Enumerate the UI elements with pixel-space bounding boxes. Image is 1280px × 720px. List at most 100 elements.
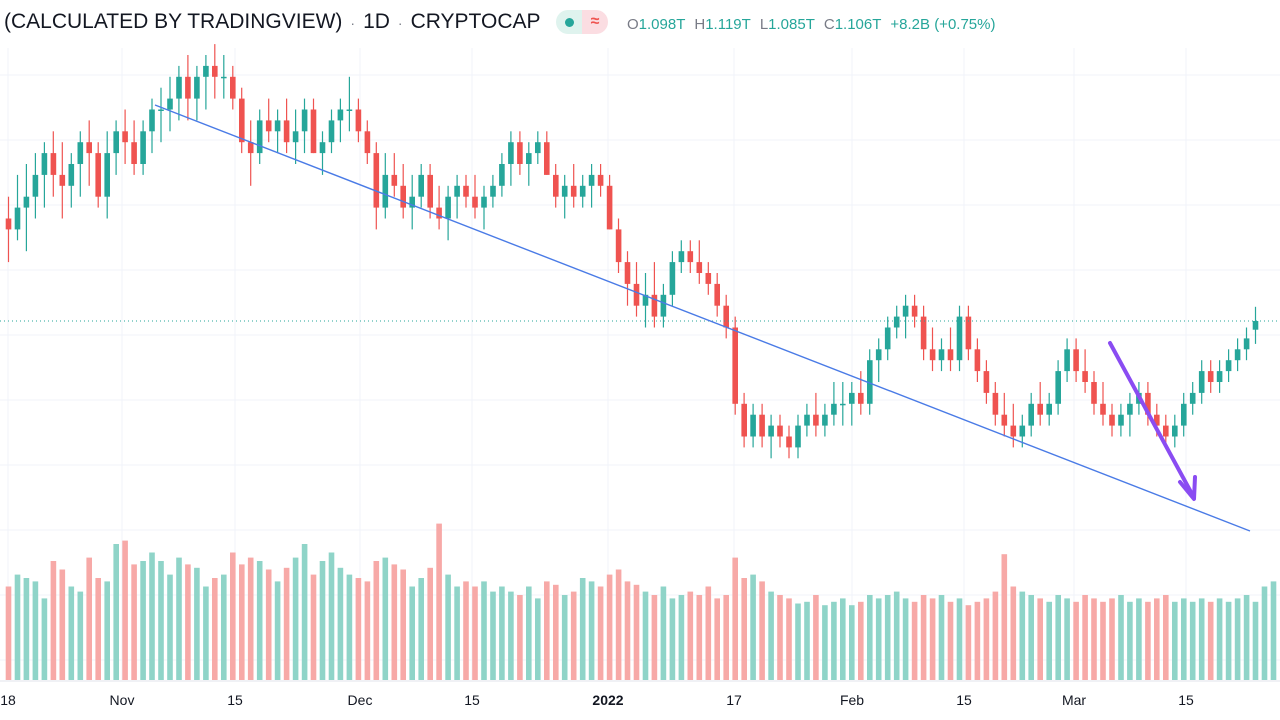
volume-bar — [723, 595, 729, 680]
x-tick-label: Mar — [1062, 692, 1086, 708]
candle-body — [158, 109, 164, 111]
volume-bar — [1172, 601, 1178, 680]
volume-bar — [1252, 601, 1259, 680]
candle-body — [759, 414, 765, 437]
candle-body — [194, 76, 200, 99]
candle-body — [947, 349, 954, 361]
grid — [0, 48, 1280, 680]
volume-bar — [158, 561, 164, 680]
volume-bar — [1136, 598, 1142, 680]
symbol-legend[interactable]: (CALCULATED BY TRADINGVIEW) · 1D · CRYPTOCAP — [4, 10, 541, 34]
volume-bar — [660, 586, 667, 680]
volume-bar — [203, 586, 209, 680]
candle-body — [463, 185, 469, 197]
volume-bar — [624, 581, 631, 680]
chart-header: (CALCULATED BY TRADINGVIEW) · 1D · CRYPTOCAP… — [0, 0, 1280, 48]
volume-bar — [535, 598, 541, 680]
candle-body — [938, 349, 945, 361]
candle-body — [221, 76, 227, 79]
time-axis[interactable]: 18 Nov 15 Dec 15 2022 17 Feb 15 Mar 15 — [0, 692, 1194, 708]
x-tick-label: Dec — [348, 692, 373, 708]
candle-body — [5, 218, 12, 230]
volume-bar — [579, 578, 586, 680]
candle-body — [1001, 414, 1008, 426]
volume-bar — [804, 601, 810, 680]
volume-bar — [328, 552, 335, 680]
candle-body — [561, 185, 568, 197]
volume-bar — [588, 581, 595, 680]
candle-body — [409, 196, 415, 208]
volume-bar — [1189, 601, 1196, 680]
candle-body — [167, 98, 173, 110]
candle-body — [1127, 403, 1133, 415]
volume-bar — [382, 557, 389, 680]
volume-bar — [732, 557, 738, 680]
volume-bar — [1243, 595, 1250, 680]
candle-body — [14, 207, 21, 230]
volume-bar — [1082, 595, 1088, 680]
volume-bar — [965, 605, 972, 680]
candle-body — [588, 174, 595, 186]
candle-body — [427, 174, 433, 208]
candle-body — [867, 360, 873, 404]
open-value: 1.098T — [638, 16, 686, 33]
volume-bar — [1010, 586, 1017, 680]
arrow-shaft — [1108, 341, 1194, 496]
candle-body — [1073, 349, 1079, 372]
close-value: 1.106T — [834, 16, 882, 33]
candle-body — [1046, 403, 1052, 415]
volume-bar — [974, 601, 981, 680]
volume-bar — [364, 581, 371, 680]
candle-body — [1055, 371, 1061, 404]
candle-body — [230, 76, 236, 99]
volume-bar — [938, 595, 945, 680]
volume-bar — [131, 564, 137, 680]
candle-body — [660, 294, 667, 317]
volume-bar — [561, 595, 568, 680]
candle-body — [920, 316, 927, 350]
x-tick-label: 15 — [956, 692, 972, 708]
candle-body — [1145, 392, 1151, 415]
candle-body — [274, 120, 281, 132]
trendline[interactable] — [154, 104, 1251, 532]
candle-body — [346, 109, 353, 111]
volume-bar — [947, 601, 954, 680]
candle-body — [1189, 392, 1196, 404]
approx-icon: ≈ — [582, 10, 608, 34]
high-label: H — [694, 16, 706, 33]
volume-bar — [1118, 595, 1124, 680]
volume-bar — [741, 578, 747, 680]
candle-body — [696, 262, 703, 273]
volume-bar — [1234, 598, 1241, 680]
candle-body — [1243, 338, 1250, 350]
candle-body — [732, 327, 738, 404]
candle-body — [858, 392, 864, 404]
volume-bar — [1225, 601, 1232, 680]
volume-bar — [427, 567, 433, 680]
candle-body — [1091, 382, 1097, 404]
volume-bar — [230, 552, 236, 680]
volume-bar — [1216, 598, 1223, 680]
market-status-toggle[interactable]: ≈ — [556, 10, 608, 34]
interval-label[interactable]: 1D — [363, 10, 390, 33]
candle-body — [1109, 414, 1115, 426]
volume-bar — [1001, 554, 1008, 680]
candle-body — [1234, 349, 1241, 361]
volume-bar — [256, 561, 263, 680]
volume-bar — [95, 578, 101, 680]
arrow-annotation[interactable] — [1108, 341, 1197, 501]
volume-bar — [274, 581, 281, 680]
volume-bar — [831, 601, 837, 680]
candle-body — [687, 251, 694, 263]
candle-body — [382, 174, 389, 208]
candle-body — [965, 316, 972, 350]
volume-bar — [553, 584, 559, 680]
candle-body — [77, 142, 84, 164]
candle-body — [337, 109, 344, 121]
volume-bar — [768, 591, 774, 680]
candle-body — [606, 185, 613, 230]
volume-bar — [41, 598, 48, 680]
candle-body — [1019, 425, 1026, 437]
volume-bar — [1100, 601, 1106, 680]
